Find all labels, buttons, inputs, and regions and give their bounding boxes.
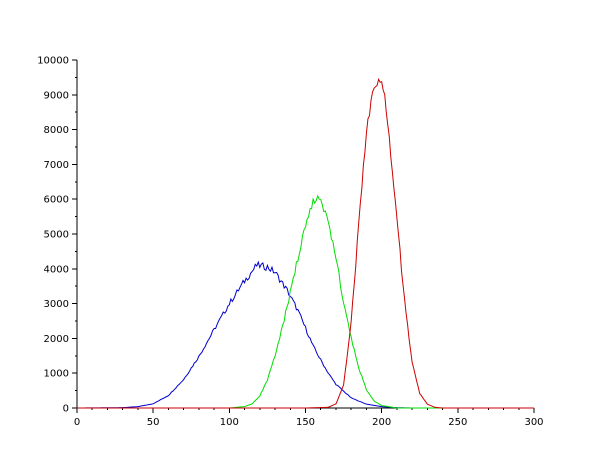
- y-tick-label: 8000: [44, 125, 69, 136]
- y-tick-label: 2000: [44, 334, 69, 345]
- y-tick-label: 6000: [44, 195, 69, 206]
- y-tick-label: 7000: [44, 160, 69, 171]
- y-tick-label: 0: [63, 404, 69, 415]
- x-tick-label: 100: [220, 417, 239, 428]
- x-tick-label: 150: [296, 417, 315, 428]
- y-tick-label: 1000: [44, 369, 69, 380]
- y-tick-label: 3000: [44, 299, 69, 310]
- y-tick-label: 5000: [44, 230, 69, 241]
- series-line-1: [77, 194, 534, 409]
- series-line-0: [76, 260, 534, 409]
- series-line-2: [77, 77, 534, 409]
- x-tick-label: 50: [147, 417, 160, 428]
- x-tick-label: 0: [74, 417, 80, 428]
- x-tick-label: 200: [372, 417, 391, 428]
- x-tick-label: 300: [524, 417, 543, 428]
- series-group: [76, 77, 534, 409]
- x-tick-label: 250: [448, 417, 467, 428]
- y-tick-label: 9000: [44, 90, 69, 101]
- axes: 0 50 100 150 200 250 3000100020003000400050006…: [37, 56, 543, 429]
- y-tick-label: 10000: [37, 56, 69, 67]
- y-tick-label: 4000: [44, 264, 69, 275]
